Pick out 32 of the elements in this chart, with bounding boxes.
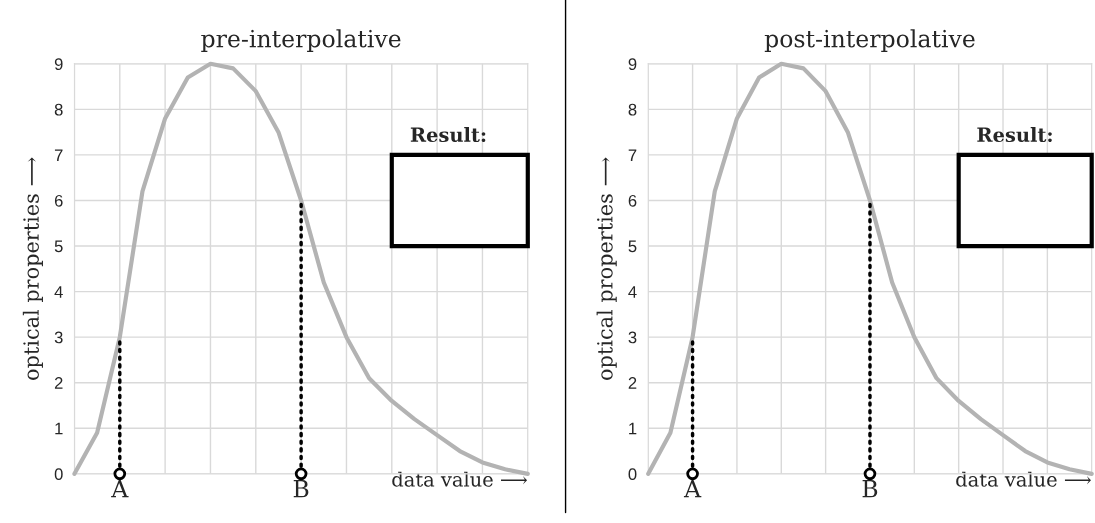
x-tick-label: A <box>683 480 702 498</box>
y-tick-label: 9 <box>54 58 63 71</box>
y-tick-label: 8 <box>628 103 637 116</box>
y-tick-label: 1 <box>55 422 63 435</box>
y-tick-label: 4 <box>628 286 637 298</box>
y-tick-label: 0 <box>54 468 63 481</box>
y-tick-label: 5 <box>54 240 63 253</box>
y-tick-label: 7 <box>54 149 63 161</box>
y-tick-label: 5 <box>628 240 637 253</box>
y-tick-label: 2 <box>628 377 637 389</box>
y-tick-label: 0 <box>628 468 637 481</box>
x-tick-label: B <box>862 480 878 498</box>
x-axis-title: data value ⟶ <box>956 471 1091 487</box>
y-tick-label: 3 <box>628 331 637 344</box>
y-tick-label: 3 <box>54 331 63 344</box>
y-axis-title: optical properties ⟶ <box>596 157 617 380</box>
y-axis-title: optical properties ⟶ <box>22 157 43 380</box>
y-tick-label: 6 <box>54 194 63 207</box>
y-tick-label: 2 <box>54 377 63 389</box>
y-tick-label: 6 <box>628 194 637 207</box>
x-tick-label: A <box>111 480 129 498</box>
y-tick-label: 8 <box>54 103 63 116</box>
chart-title: pre-interpolative <box>201 29 401 53</box>
y-tick-label: 9 <box>628 58 637 71</box>
annotation: Result: <box>410 126 486 143</box>
y-tick-label: 1 <box>629 422 637 435</box>
y-tick-label: 7 <box>628 149 637 161</box>
x-tick-label: B <box>293 480 309 498</box>
y-tick-label: 4 <box>54 286 63 298</box>
annotation: Result: <box>977 126 1052 143</box>
chart-title: post-interpolative <box>764 29 975 53</box>
x-axis-title: data value ⟶ <box>392 471 528 487</box>
